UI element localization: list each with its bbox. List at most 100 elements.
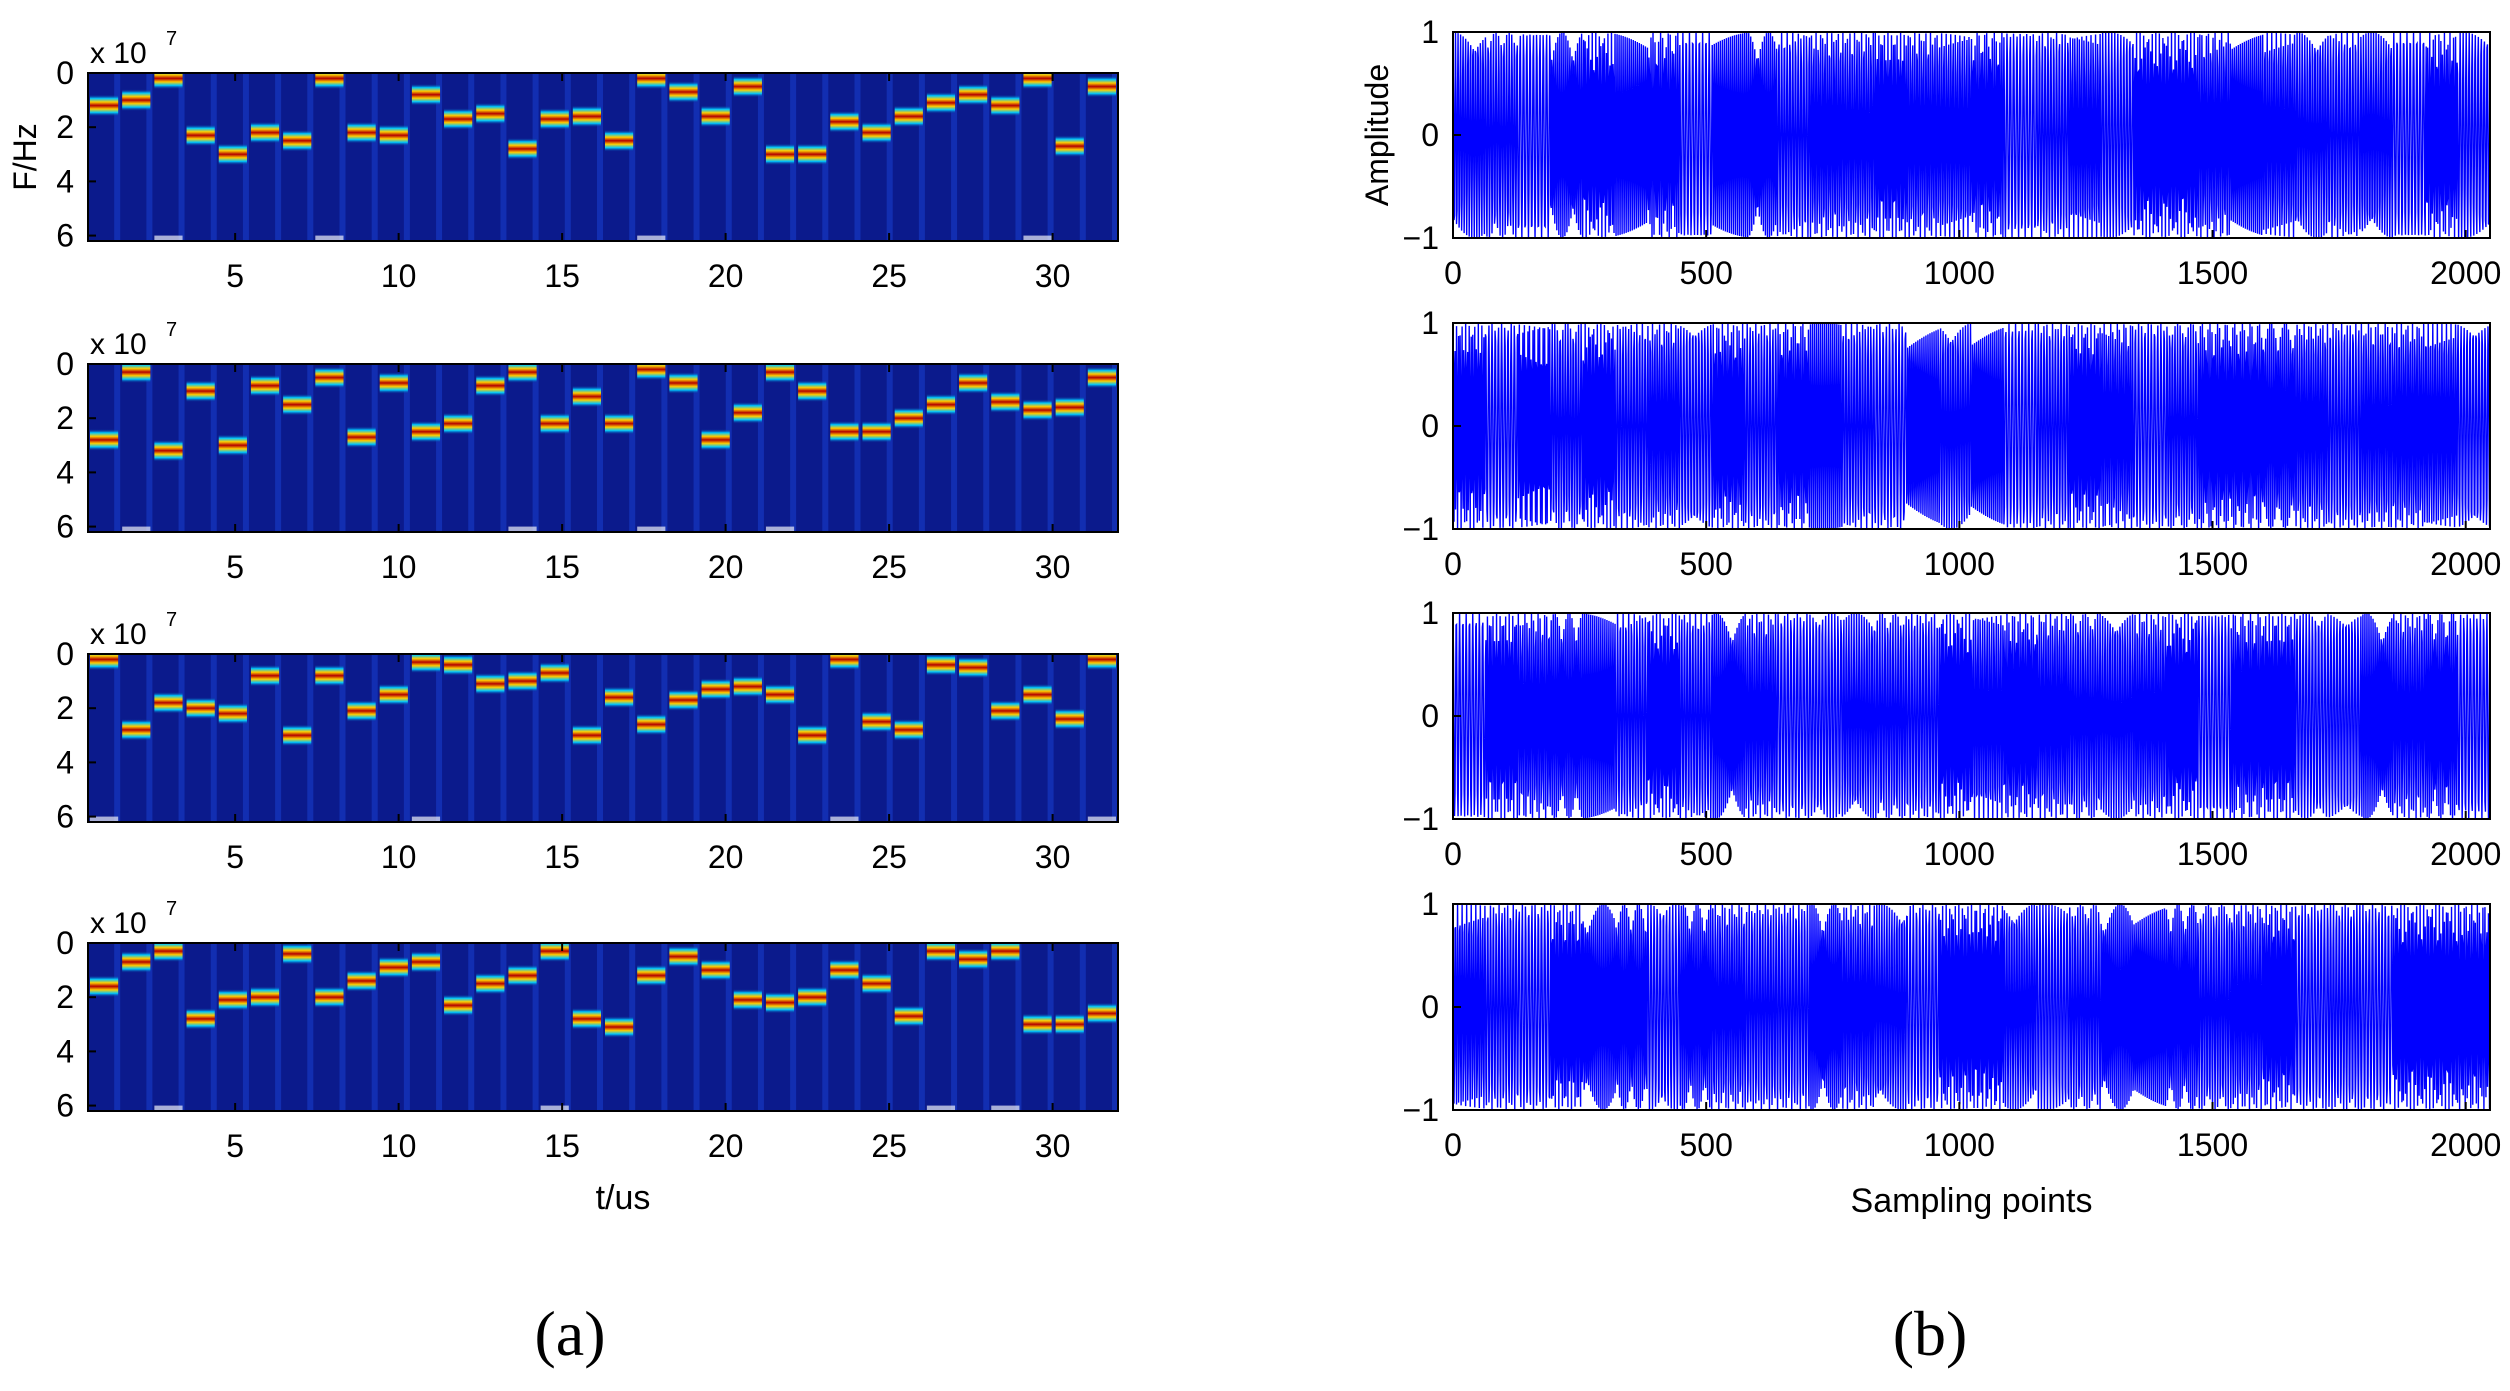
hop-boundary-streak: [661, 73, 668, 241]
hop-boundary-streak: [951, 73, 958, 241]
ridge-segment: [186, 380, 215, 403]
hop-boundary-streak: [886, 73, 893, 241]
y-tick-label: 6: [56, 799, 74, 835]
y-tick-label: 4: [56, 454, 74, 490]
x-tick-label: 20: [708, 549, 744, 585]
ridge-segment: [926, 393, 956, 416]
hop-boundary-streak: [790, 943, 797, 1111]
caption-b: (b): [1893, 1298, 1968, 1369]
ridge-segment: [733, 675, 762, 698]
hop-boundary-streak: [532, 364, 539, 532]
y-tick-label: 4: [56, 163, 74, 199]
ridge-segment: [701, 428, 730, 451]
alias-trace: [1087, 816, 1116, 822]
ridge-segment: [862, 710, 891, 733]
ridges: [90, 73, 1118, 241]
ridge-segment: [540, 108, 569, 131]
x-tick-label: 0: [1444, 836, 1462, 872]
hop-boundary-streak: [242, 654, 249, 822]
hop-boundary-streak: [114, 654, 121, 822]
x-tick-label: 5: [226, 549, 244, 585]
alias-trace: [122, 526, 151, 532]
ridge-segment: [186, 124, 215, 147]
scale-exponent: 7: [166, 319, 177, 341]
ridge-segment: [154, 73, 183, 90]
ridge-segment: [283, 724, 312, 747]
x-tick-label: 1500: [2177, 255, 2248, 291]
ridge-segment: [315, 664, 344, 687]
ridge-segment: [830, 654, 859, 671]
hop-boundary-streak: [339, 654, 346, 822]
hop-boundary-streak: [210, 73, 217, 241]
hop-boundary-streak: [339, 943, 346, 1111]
hop-boundary-streak: [1047, 654, 1054, 822]
x-tick-label: 500: [1679, 546, 1732, 582]
hop-boundary-streak: [725, 943, 732, 1111]
ridge-segment: [476, 672, 505, 695]
hop-boundary-streak: [951, 654, 958, 822]
hop-boundary-streak: [725, 73, 732, 241]
hop-boundary-streak: [822, 943, 829, 1111]
hop-boundary-streak: [371, 73, 378, 241]
x-tick-label: 20: [708, 1128, 744, 1164]
hop-boundary-streak: [757, 943, 764, 1111]
ridge-segment: [508, 964, 537, 987]
hop-boundary-streak: [532, 654, 539, 822]
hop-boundary-streak: [242, 943, 249, 1111]
ridge-segment: [894, 718, 923, 741]
ridge-segment: [926, 943, 956, 963]
y-tick-label: 6: [56, 218, 74, 254]
ridge-segment: [701, 678, 730, 701]
ridge-segment: [765, 143, 795, 166]
y-tick-label: −1: [1403, 801, 1439, 837]
alias-trace: [637, 235, 666, 241]
hop-boundary-streak: [146, 73, 153, 241]
ridge-segment: [959, 371, 988, 394]
ridge-segment: [476, 972, 505, 995]
hop-boundary-streak: [564, 654, 571, 822]
alias-trace: [154, 235, 183, 241]
ridge-segment: [508, 364, 537, 384]
hop-boundary-streak: [983, 654, 990, 822]
hop-boundary-streak: [693, 73, 700, 241]
hop-boundary-streak: [307, 364, 314, 532]
y-tick-label: 4: [56, 1033, 74, 1069]
y-tick-label: 4: [56, 744, 74, 780]
alias-trace: [411, 816, 441, 822]
hop-boundary-streak: [1047, 364, 1054, 532]
ridge-segment: [411, 420, 441, 443]
hop-boundary-streak: [468, 654, 475, 822]
hop-boundary-streak: [210, 654, 217, 822]
x-tick-label: 30: [1035, 258, 1071, 294]
hop-boundary-streak: [1112, 364, 1118, 532]
hop-boundary-streak: [371, 654, 378, 822]
hop-boundary-streak: [757, 654, 764, 822]
ridge-segment: [444, 654, 473, 676]
ridge-segment: [765, 991, 795, 1014]
ridge-segment: [991, 94, 1020, 117]
hop-boundary-streak: [983, 73, 990, 241]
hop-boundary-streak: [790, 364, 797, 532]
ridge-segment: [347, 969, 376, 992]
x-tick-label: 1500: [2177, 1127, 2248, 1163]
scale-label: x 10: [90, 907, 147, 940]
y-tick-label: −1: [1403, 511, 1439, 547]
ridge-segment: [315, 73, 344, 90]
y-tick-label: 0: [56, 636, 74, 672]
ridge-segment: [1023, 399, 1052, 422]
ridge-segment: [798, 724, 827, 747]
ridge-segment: [926, 91, 956, 114]
hop-boundary-streak: [1047, 73, 1054, 241]
ridge-segment: [830, 420, 859, 443]
ridge-segment: [605, 686, 634, 709]
ridge-segment: [379, 371, 408, 394]
hop-boundary-streak: [500, 364, 507, 532]
ridge-segment: [154, 943, 183, 963]
ridge-segment: [669, 371, 698, 394]
ridge-segment: [733, 401, 762, 424]
ridge-segment: [669, 945, 698, 968]
ridge-segment: [1055, 708, 1084, 731]
hop-boundary-streak: [436, 73, 443, 241]
